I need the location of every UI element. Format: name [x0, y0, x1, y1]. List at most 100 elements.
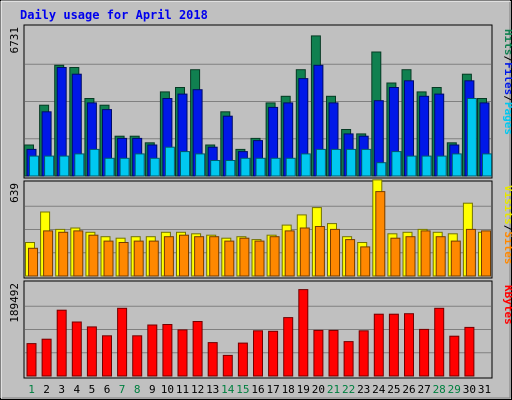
- bar-sites-day-14: [224, 240, 235, 277]
- bar-sites-day-22: [345, 239, 356, 277]
- bar-kbytes-day-12: [192, 321, 203, 377]
- legend-visits: Visits: [502, 185, 512, 225]
- bar-sites-day-25: [390, 237, 401, 277]
- day-label-7: 7: [119, 383, 126, 396]
- day-label-28: 28: [433, 383, 446, 396]
- bar-sites-day-15: [239, 237, 250, 277]
- bar-pages-day-30: [466, 98, 477, 177]
- bar-sites-day-16: [254, 240, 265, 277]
- bar-pages-day-7: [119, 157, 130, 177]
- day-label-25: 25: [387, 383, 400, 396]
- day-label-2: 2: [43, 383, 50, 396]
- bar-pages-day-8: [134, 153, 145, 177]
- bar-pages-day-18: [285, 157, 296, 177]
- bar-pages-day-23: [361, 148, 372, 177]
- day-label-13: 13: [206, 383, 219, 396]
- panel-visits-sites: 639 Visits/Sites: [8, 179, 512, 279]
- bar-kbytes-day-19: [298, 289, 309, 377]
- day-label-16: 16: [251, 383, 264, 396]
- bar-sites-day-10: [163, 236, 174, 277]
- bar-kbytes-day-21: [328, 329, 339, 377]
- bar-kbytes-day-6: [102, 335, 112, 377]
- bar-pages-day-15: [240, 157, 251, 177]
- bar-kbytes-day-20: [313, 329, 324, 377]
- bar-sites-day-9: [148, 240, 159, 277]
- day-label-17: 17: [266, 383, 279, 396]
- day-label-18: 18: [282, 383, 295, 396]
- legend-sites: Sites: [502, 231, 512, 264]
- bar-sites-day-1: [28, 247, 38, 277]
- bar-sites-day-7: [118, 242, 129, 277]
- bar-pages-day-31: [482, 153, 492, 177]
- bar-kbytes-day-28: [434, 307, 445, 377]
- day-label-4: 4: [73, 383, 80, 396]
- day-label-3: 3: [58, 383, 65, 396]
- bar-pages-day-2: [44, 155, 55, 177]
- bar-kbytes-day-17: [268, 330, 279, 377]
- panel-kbytes: 189492 KBytes: [8, 280, 512, 379]
- bar-kbytes-day-10: [162, 324, 173, 377]
- bar-pages-day-12: [195, 153, 206, 177]
- bar-sites-day-12: [194, 236, 205, 277]
- day-label-9: 9: [149, 383, 156, 396]
- bar-kbytes-day-3: [56, 309, 67, 377]
- bar-sites-day-11: [179, 234, 189, 277]
- bar-kbytes-day-29: [449, 335, 460, 377]
- chart-title: Daily usage for April 2018: [20, 8, 208, 22]
- panel-ymax-label: 639: [8, 183, 21, 203]
- day-label-10: 10: [161, 383, 174, 396]
- bar-sites-day-3: [58, 231, 69, 277]
- bar-sites-day-2: [43, 230, 54, 277]
- day-label-24: 24: [372, 383, 386, 396]
- bar-sites-day-23: [360, 246, 371, 277]
- bar-kbytes-day-24: [373, 313, 384, 377]
- bar-pages-day-22: [346, 148, 357, 177]
- bar-sites-day-29: [450, 240, 461, 277]
- bar-kbytes-day-23: [358, 330, 369, 377]
- day-label-22: 22: [342, 383, 355, 396]
- bar-pages-day-16: [255, 157, 266, 177]
- bar-sites-day-13: [209, 236, 220, 277]
- bar-sites-day-27: [420, 230, 431, 277]
- bar-kbytes-day-8: [132, 335, 143, 377]
- bar-pages-day-21: [331, 148, 341, 177]
- day-label-23: 23: [357, 383, 370, 396]
- bar-kbytes-day-1: [26, 343, 37, 377]
- day-label-6: 6: [104, 383, 111, 396]
- bar-kbytes-day-5: [86, 326, 97, 377]
- legend-separator: /: [502, 225, 512, 232]
- day-labels: 1 2 3 4 5 6 7 8 9 10 11 12 13 14 15 16 17 18 19 20 21 22 23 24 2…: [28, 383, 491, 396]
- bar-sites-day-31: [481, 230, 491, 277]
- bar-pages-day-24: [376, 162, 387, 177]
- day-label-12: 12: [191, 383, 204, 396]
- legend-files: Files: [502, 62, 512, 95]
- bar-pages-day-17: [270, 157, 281, 177]
- bar-pages-day-29: [451, 153, 462, 177]
- bar-pages-day-13: [210, 160, 221, 177]
- bar-kbytes-day-4: [71, 321, 82, 377]
- bar-sites-day-17: [269, 236, 280, 277]
- bar-kbytes-day-16: [253, 330, 263, 377]
- bar-sites-day-28: [435, 236, 446, 277]
- bar-kbytes-day-13: [207, 342, 218, 377]
- legend-separator: /: [502, 95, 512, 102]
- bar-sites-day-19: [299, 227, 310, 277]
- bar-kbytes-day-27: [419, 328, 430, 377]
- bar-pages-day-6: [104, 157, 115, 177]
- bar-pages-day-25: [391, 151, 402, 177]
- bar-pages-day-20: [315, 148, 326, 177]
- bar-kbytes-day-11: [177, 329, 188, 377]
- day-label-21: 21: [327, 383, 340, 396]
- bar-pages-day-9: [149, 157, 160, 177]
- bar-pages-day-11: [180, 151, 190, 177]
- bar-kbytes-day-26: [404, 313, 414, 377]
- day-label-1: 1: [28, 383, 35, 396]
- panel-ymax-label: 6731: [8, 27, 21, 54]
- day-label-26: 26: [402, 383, 415, 396]
- panel-ymax-label: 189492: [8, 283, 21, 323]
- bar-sites-day-6: [103, 240, 114, 277]
- bar-pages-day-5: [89, 148, 100, 177]
- bar-kbytes-day-9: [147, 324, 158, 377]
